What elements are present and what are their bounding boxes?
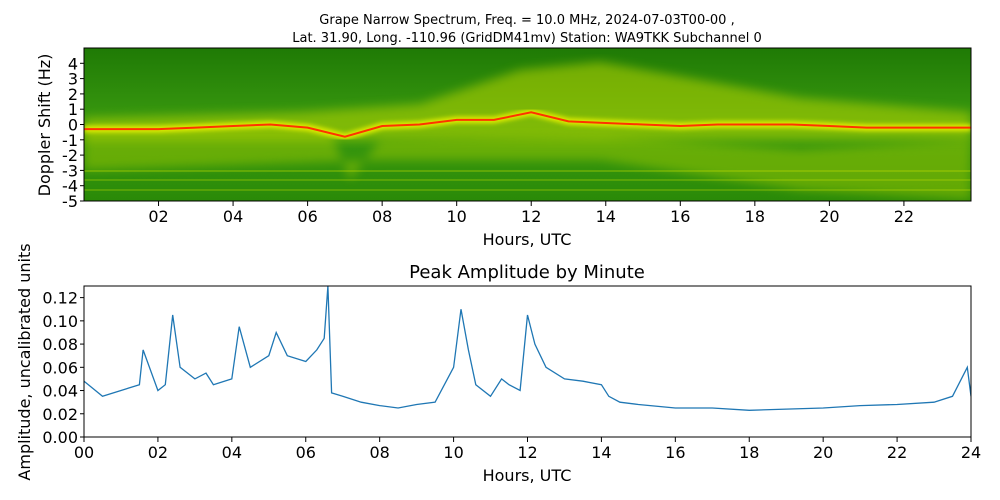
amplitude-x-tick-label: 20	[813, 443, 833, 462]
spectrogram-x-tick-label: 20	[819, 207, 839, 226]
amplitude-y-tick-label: 0.06	[42, 358, 78, 377]
amplitude-x-tick-label: 18	[739, 443, 759, 462]
spectrogram-lower-band	[84, 130, 971, 200]
spectrogram-x-ticks: 02 04 06 08 10 12 14 16 18 20 22	[148, 201, 914, 226]
amplitude-frame	[83, 285, 972, 438]
amplitude-x-tick-label: 00	[74, 443, 94, 462]
spectrogram-y-tick-label: -4	[62, 177, 78, 196]
spectrogram-x-tick-label: 10	[447, 207, 467, 226]
spectrogram-x-tick-label: 12	[521, 207, 541, 226]
amplitude-y-tick-label: 0.04	[42, 382, 78, 401]
spectrogram-y-tick-label: -5	[62, 192, 78, 211]
spectrogram-x-tick-label: 08	[372, 207, 392, 226]
amplitude-title: Peak Amplitude by Minute	[409, 262, 645, 283]
amplitude-y-tick-label: 0.12	[42, 289, 78, 308]
spectrogram-x-tick-label: 02	[148, 207, 168, 226]
amplitude-y-ticks: 0.00 0.02 0.04 0.06 0.08 0.10 0.12	[42, 289, 84, 447]
amplitude-x-tick-label: 16	[665, 443, 685, 462]
spectrogram-x-tick-label: 22	[894, 207, 914, 226]
spectrogram-y-tick-label: -2	[62, 146, 78, 165]
amplitude-y-tick-label: 0.02	[42, 405, 78, 424]
amplitude-x-label: Hours, UTC	[483, 466, 572, 485]
amplitude-x-tick-label: 04	[222, 443, 242, 462]
amplitude-x-tick-label: 10	[443, 443, 463, 462]
spectrogram-y-tick-label: -1	[62, 131, 78, 150]
spectrogram-y-tick-label: 2	[68, 85, 78, 104]
spectrogram-x-tick-label: 16	[670, 207, 690, 226]
spectrogram-y-tick-label: 0	[68, 116, 78, 135]
spectrogram-x-tick-label: 18	[745, 207, 765, 226]
spectrogram-y-label: Doppler Shift (Hz)	[35, 54, 54, 197]
spectrogram-x-label: Hours, UTC	[483, 230, 572, 249]
amplitude-x-tick-label: 14	[591, 443, 611, 462]
amplitude-x-tick-label: 12	[517, 443, 537, 462]
spectrogram-x-tick-label: 04	[223, 207, 243, 226]
spectrogram	[84, 48, 971, 201]
spectrogram-y-tick-label: 1	[68, 100, 78, 119]
spectrogram-y-tick-label: 4	[68, 54, 78, 73]
spectrogram-y-tick-label: -3	[62, 161, 78, 180]
amplitude-y-tick-label: 0.08	[42, 335, 78, 354]
amplitude-x-tick-label: 22	[887, 443, 907, 462]
amplitude-x-ticks: 00 02 04 06 08 10 12 14 16 18 20 22 24	[74, 437, 981, 462]
spectrogram-x-tick-label: 06	[297, 207, 317, 226]
amplitude-x-tick-label: 08	[369, 443, 389, 462]
spectrum-title-line1: Grape Narrow Spectrum, Freq. = 10.0 MHz,…	[319, 13, 734, 28]
spectrum-title-line2: Lat. 31.90, Long. -110.96 (GridDM41mv) S…	[292, 31, 762, 46]
amplitude-y-tick-label: 0.00	[42, 428, 78, 447]
spectrogram-upper-band	[84, 62, 971, 140]
spectrogram-x-tick-label: 14	[596, 207, 616, 226]
amplitude-x-tick-label: 06	[296, 443, 316, 462]
amplitude-y-tick-label: 0.10	[42, 312, 78, 331]
amplitude-y-label: Amplitude, uncalibrated units	[15, 243, 34, 480]
amplitude-x-tick-label: 02	[148, 443, 168, 462]
amplitude-x-tick-label: 24	[961, 443, 981, 462]
spectrogram-y-tick-label: 3	[68, 70, 78, 89]
amplitude-series-line	[84, 286, 971, 411]
carrier-trace	[84, 111, 971, 138]
